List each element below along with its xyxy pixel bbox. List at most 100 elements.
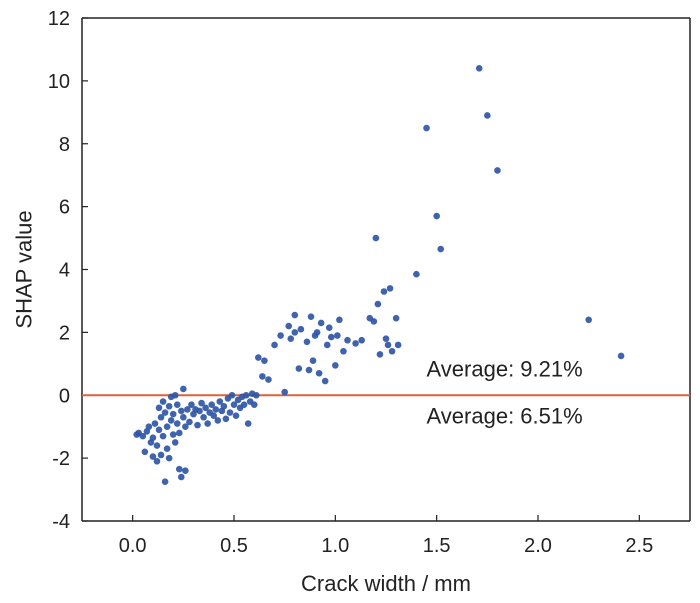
- data-point: [171, 439, 179, 446]
- data-point: [332, 362, 339, 369]
- data-point: [208, 401, 216, 408]
- data-point: [388, 347, 396, 355]
- data-point: [380, 288, 388, 295]
- data-point: [315, 369, 323, 377]
- data-point: [394, 341, 402, 349]
- data-point: [250, 401, 258, 408]
- data-point: [242, 391, 250, 399]
- data-point: [153, 442, 161, 449]
- data-point: [228, 391, 236, 399]
- x-tick-label: 2.5: [625, 535, 653, 557]
- data-point: [305, 366, 313, 374]
- data-point: [198, 399, 205, 407]
- data-point: [159, 398, 167, 405]
- data-point: [173, 401, 181, 408]
- data-point: [141, 448, 149, 456]
- data-point: [180, 385, 187, 393]
- data-point: [386, 285, 394, 292]
- data-point: [376, 351, 384, 358]
- data-point: [344, 336, 351, 344]
- data-point: [325, 324, 333, 331]
- data-point: [317, 319, 325, 327]
- data-point: [169, 410, 177, 418]
- data-point: [145, 423, 153, 430]
- y-tick-label: 0: [59, 385, 70, 407]
- y-tick-label: -4: [52, 511, 70, 533]
- data-point: [226, 409, 234, 416]
- data-point: [222, 415, 230, 423]
- data-point: [336, 316, 343, 324]
- data-point: [149, 434, 157, 441]
- data-point: [277, 332, 284, 339]
- data-point: [178, 407, 185, 415]
- data-point: [261, 357, 268, 364]
- y-tick-label: 12: [48, 8, 70, 30]
- data-point: [340, 347, 347, 355]
- data-point: [169, 431, 177, 438]
- data-point: [210, 412, 218, 419]
- y-tick-label: 4: [59, 260, 70, 282]
- data-point: [200, 413, 207, 421]
- data-point: [151, 420, 159, 427]
- data-point: [433, 212, 440, 220]
- data-point: [244, 420, 252, 427]
- data-point: [392, 314, 400, 322]
- x-tick-label: 1.0: [321, 535, 349, 557]
- x-tick-label: 0.0: [119, 535, 147, 557]
- data-point: [171, 391, 179, 399]
- data-point: [220, 402, 228, 410]
- data-point: [285, 322, 293, 330]
- data-point: [202, 404, 209, 412]
- data-point: [585, 316, 592, 324]
- data-point: [323, 341, 331, 349]
- data-points: [133, 65, 625, 486]
- data-point: [617, 352, 625, 360]
- data-point: [313, 329, 321, 336]
- y-tick-label: 2: [59, 322, 70, 344]
- data-point: [163, 423, 171, 430]
- data-point: [157, 451, 165, 459]
- data-point: [165, 402, 173, 410]
- data-point: [303, 338, 311, 346]
- data-point: [155, 404, 163, 412]
- x-tick-label: 2.0: [524, 535, 552, 557]
- x-axis-title: Crack width / mm: [301, 571, 471, 596]
- data-point: [255, 354, 262, 361]
- data-point: [413, 270, 420, 278]
- annotations: Average: 9.21% Average: 6.51%: [427, 356, 583, 428]
- data-point: [161, 409, 169, 416]
- data-point: [382, 335, 390, 342]
- data-point: [281, 388, 288, 396]
- data-point: [484, 112, 491, 119]
- x-tick-label: 0.5: [220, 535, 248, 557]
- data-point: [307, 313, 315, 320]
- data-point: [182, 423, 189, 430]
- data-point: [230, 401, 238, 408]
- data-point: [327, 333, 335, 341]
- data-point: [259, 373, 266, 380]
- y-tick-label: 6: [59, 197, 70, 219]
- data-point: [372, 234, 380, 242]
- data-point: [240, 401, 248, 408]
- data-point: [271, 341, 278, 349]
- data-point: [178, 473, 185, 481]
- data-point: [370, 318, 378, 325]
- data-point: [175, 429, 183, 437]
- data-point: [384, 341, 392, 349]
- data-point: [374, 300, 382, 308]
- data-point: [159, 432, 167, 440]
- data-point: [204, 420, 211, 427]
- average-annotation: Average: 6.51%: [427, 404, 583, 429]
- x-tick-label: 1.5: [423, 535, 451, 557]
- data-point: [153, 457, 161, 465]
- data-point: [358, 336, 365, 344]
- data-point: [291, 311, 299, 319]
- y-tick-label: 8: [59, 134, 70, 156]
- data-point: [161, 478, 169, 486]
- data-point: [252, 391, 260, 399]
- data-point: [265, 376, 272, 383]
- data-point: [175, 465, 183, 473]
- average-annotation: Average: 9.21%: [427, 356, 583, 381]
- data-point: [297, 325, 305, 333]
- data-point: [182, 467, 189, 475]
